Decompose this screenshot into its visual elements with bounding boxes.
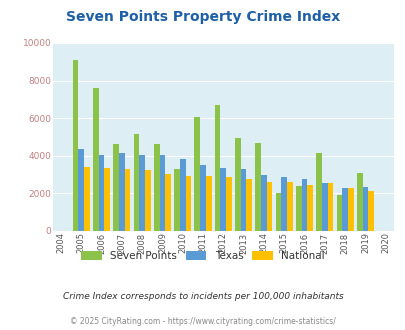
Bar [336, 195, 341, 231]
Bar [301, 179, 307, 231]
Bar [347, 188, 353, 231]
Bar [153, 145, 159, 231]
Bar [315, 153, 321, 231]
Text: Crime Index corresponds to incidents per 100,000 inhabitants: Crime Index corresponds to incidents per… [62, 292, 343, 301]
Bar [286, 182, 292, 231]
Bar [214, 105, 220, 231]
Bar [240, 169, 246, 231]
Text: Seven Points Property Crime Index: Seven Points Property Crime Index [66, 10, 339, 24]
Bar [124, 169, 130, 231]
Bar [78, 149, 84, 231]
Bar [185, 176, 191, 231]
Bar [255, 143, 260, 231]
Bar [113, 144, 119, 231]
Bar [295, 186, 301, 231]
Bar [84, 167, 90, 231]
Bar [356, 173, 362, 231]
Bar [246, 179, 252, 231]
Bar [275, 193, 281, 231]
Bar [98, 155, 104, 231]
Bar [205, 177, 211, 231]
Bar [72, 60, 78, 231]
Bar [104, 168, 110, 231]
Bar [194, 117, 200, 231]
Bar [174, 169, 179, 231]
Bar [341, 188, 347, 231]
Bar [220, 168, 226, 231]
Bar [321, 183, 327, 231]
Bar [260, 175, 266, 231]
Bar [307, 185, 312, 231]
Bar [200, 165, 205, 231]
Bar [281, 178, 286, 231]
Bar [367, 190, 373, 231]
Bar [362, 187, 367, 231]
Bar [226, 178, 231, 231]
Bar [93, 88, 98, 231]
Bar [159, 155, 165, 231]
Legend: Seven Points, Texas, National: Seven Points, Texas, National [78, 248, 327, 264]
Bar [145, 170, 150, 231]
Bar [119, 153, 124, 231]
Bar [234, 138, 240, 231]
Bar [266, 182, 272, 231]
Bar [139, 155, 145, 231]
Bar [179, 159, 185, 231]
Text: © 2025 CityRating.com - https://www.cityrating.com/crime-statistics/: © 2025 CityRating.com - https://www.city… [70, 317, 335, 326]
Bar [133, 134, 139, 231]
Bar [327, 183, 333, 231]
Bar [165, 174, 171, 231]
